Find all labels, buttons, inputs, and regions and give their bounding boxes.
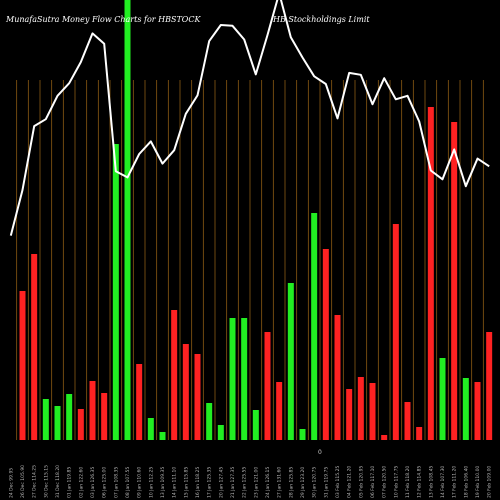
- flow-bar: [427, 107, 434, 440]
- x-tick-label: 07 Jan 108.35: [113, 467, 119, 498]
- flow-bar: [241, 318, 248, 440]
- flow-bar: [311, 213, 318, 440]
- flow-bar: [171, 310, 178, 440]
- flow-bar: [194, 354, 201, 440]
- x-tick-label: 27 Dec 114.25: [32, 465, 38, 498]
- x-tick-label: 13 Feb 108.45: [428, 466, 434, 498]
- flow-bar: [357, 377, 364, 440]
- flow-bar: [31, 254, 38, 440]
- x-tick-label: 31 Jan 119.75: [323, 467, 329, 498]
- flow-bar: [206, 403, 213, 440]
- flow-bar: [299, 429, 306, 440]
- flow-bar: [451, 122, 458, 440]
- x-tick-label: 04 Feb 121.20: [347, 466, 353, 498]
- x-tick-label: 30 Jan 120.75: [312, 467, 318, 498]
- flow-bar: [124, 0, 131, 440]
- x-tick-label: 05 Feb 120.95: [358, 466, 364, 498]
- flow-bar: [252, 410, 259, 440]
- x-tick-label: 31 Dec 118.20: [55, 465, 61, 498]
- flow-bar: [89, 381, 96, 440]
- chart-title-left: MunafaSutra Money Flow Charts for HBSTOC…: [5, 15, 201, 24]
- flow-bar: [416, 427, 423, 440]
- x-tick-label: 19 Feb 110.00: [475, 466, 481, 498]
- x-tick-label: 29 Jan 123.20: [300, 467, 306, 498]
- x-tick-label: 24 Jan 126.15: [265, 467, 271, 498]
- x-tick-label: 12 Feb 114.85: [417, 466, 423, 498]
- chart-title-right: HB Stockholdings Limit: [272, 15, 370, 24]
- x-tick-label: 14 Jan 111.10: [172, 467, 178, 498]
- flow-bar: [276, 382, 283, 440]
- flow-bar: [159, 432, 166, 440]
- x-tick-label: 30 Dec 115.15: [43, 465, 49, 498]
- flow-bar: [392, 224, 399, 440]
- x-tick-label: 28 Jan 125.85: [288, 467, 294, 498]
- gridlines: [16, 80, 484, 440]
- x-tick-label: 02 Jan 122.60: [78, 467, 84, 498]
- x-tick-label: 01 Jan 119.85: [67, 467, 73, 498]
- x-tick-label: 27 Jan 131.60: [277, 467, 283, 498]
- money-flow-bars: [19, 0, 493, 440]
- flow-bar: [404, 402, 411, 440]
- flow-bar: [217, 425, 224, 440]
- flow-bar: [19, 291, 26, 440]
- x-tick-label: 26 Dec 105.90: [20, 465, 26, 498]
- x-tick-labels: 20 Feb 109.00 19 Feb 110.00 18 Feb 106.40 1…: [8, 465, 492, 498]
- flow-bar: [136, 364, 143, 440]
- x-tick-label: 21 Jan 127.35: [230, 467, 236, 498]
- x-tick-label: 18 Feb 106.40: [463, 466, 469, 498]
- flow-bar: [42, 399, 49, 440]
- flow-bar: [229, 318, 236, 440]
- x-tick-label: 24 Dec 99.95: [8, 468, 14, 498]
- flow-bar: [334, 315, 341, 440]
- zero-axis-label: 0: [318, 449, 322, 456]
- flow-bar: [486, 332, 493, 440]
- x-tick-label: 10 Feb 117.75: [393, 466, 399, 498]
- x-tick-label: 11 Feb 118.20: [405, 466, 411, 498]
- flow-bar: [346, 389, 353, 440]
- x-tick-label: 06 Feb 117.10: [370, 466, 376, 498]
- x-tick-label: 06 Jan 125.00: [102, 467, 108, 498]
- x-tick-label: 10 Jan 112.25: [148, 467, 154, 498]
- flow-bar: [462, 378, 469, 440]
- x-tick-label: 03 Jan 126.35: [90, 467, 96, 498]
- x-tick-label: 20 Jan 127.45: [218, 467, 224, 498]
- x-tick-label: 15 Jan 115.85: [183, 467, 189, 498]
- x-tick-label: 08 Jan 107.55: [125, 467, 131, 498]
- flow-bar: [101, 393, 108, 440]
- flow-bar: [147, 418, 154, 440]
- flow-bar: [264, 332, 271, 440]
- x-tick-label: 17 Feb 111.20: [452, 466, 458, 498]
- flow-bar: [287, 283, 294, 440]
- flow-bar: [112, 144, 119, 440]
- x-tick-label: 23 Jan 121.00: [253, 467, 259, 498]
- x-tick-label: 13 Jan 109.35: [160, 467, 166, 498]
- flow-bar: [77, 409, 84, 440]
- x-tick-label: 22 Jan 125.55: [242, 467, 248, 498]
- x-tick-label: 20 Feb 109.00: [487, 466, 493, 498]
- x-tick-label: 09 Jan 110.60: [137, 467, 143, 498]
- flow-bar: [474, 382, 481, 440]
- price-line-layer: [9, 0, 490, 236]
- x-tick-label: 03 Feb 115.25: [335, 466, 341, 498]
- flow-bar: [439, 358, 446, 440]
- x-tick-label: 17 Jan 125.35: [207, 467, 213, 498]
- flow-bar: [369, 383, 376, 440]
- price-line: [9, 0, 490, 236]
- flow-bar: [182, 344, 189, 440]
- flow-bar: [381, 435, 388, 440]
- flow-bar: [66, 394, 73, 440]
- x-tick-label: 16 Jan 118.25: [195, 467, 201, 498]
- x-tick-label: 14 Feb 107.30: [440, 466, 446, 498]
- x-tick-label: 07 Feb 120.50: [382, 466, 388, 498]
- flow-bar: [54, 406, 61, 440]
- flow-bar: [322, 249, 329, 440]
